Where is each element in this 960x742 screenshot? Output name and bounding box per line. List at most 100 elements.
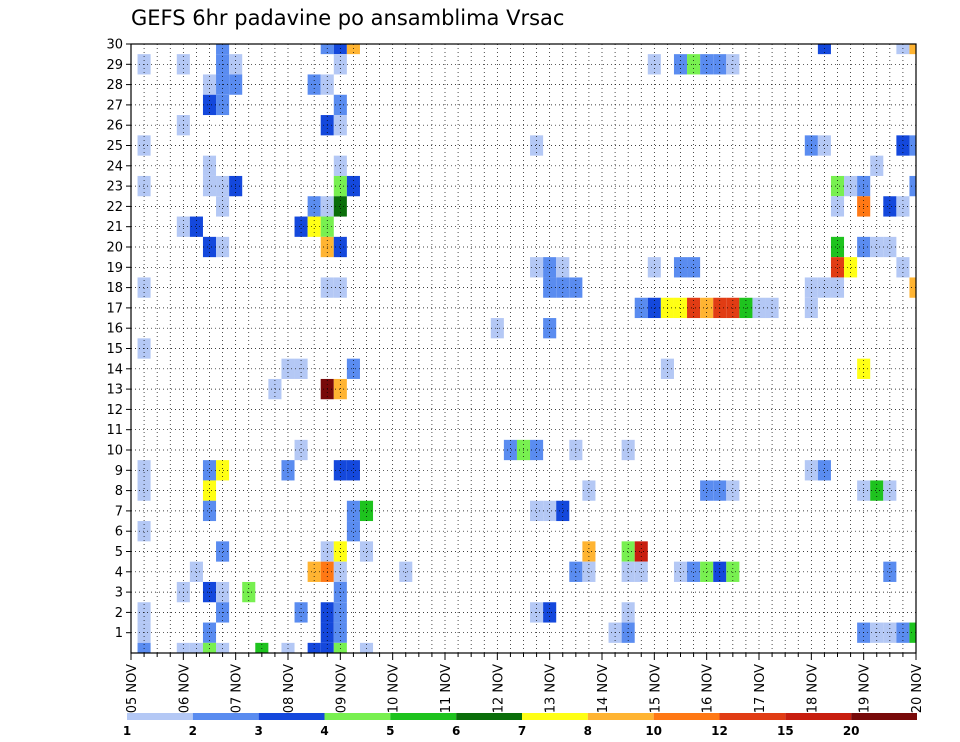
heatmap-cell xyxy=(830,277,845,298)
heatmap-cell xyxy=(137,460,151,481)
colorbar-label: 5 xyxy=(386,724,394,738)
y-tick-label: 26 xyxy=(106,119,123,134)
colorbar-swatch xyxy=(390,713,457,720)
colorbar-swatch xyxy=(851,713,917,720)
heatmap-cell xyxy=(582,480,596,501)
heatmap-cell xyxy=(556,257,570,278)
heatmap-cell xyxy=(346,500,360,522)
heatmap-cell xyxy=(202,460,217,481)
y-tick-label: 28 xyxy=(106,78,123,93)
heatmap-cell xyxy=(530,439,544,461)
y-tick-label: 13 xyxy=(106,383,123,398)
heatmap-cell xyxy=(896,135,910,156)
y-tick-label: 3 xyxy=(115,586,123,601)
y-tick-label: 14 xyxy=(106,362,123,377)
heatmap-cell xyxy=(176,642,190,653)
heatmap-cell xyxy=(700,480,714,501)
heatmap-cell xyxy=(844,257,858,278)
heatmap-cell xyxy=(870,236,884,258)
heatmap-cell xyxy=(687,561,701,582)
heatmap-cell xyxy=(333,460,347,481)
heatmap-cell xyxy=(673,257,688,278)
y-tick-label: 2 xyxy=(115,606,123,621)
y-tick-label: 9 xyxy=(115,464,123,479)
y-tick-label: 27 xyxy=(106,98,123,113)
x-tick-label: 19 NOV xyxy=(858,664,873,713)
heatmap-cell xyxy=(582,541,596,562)
heatmap-cell xyxy=(333,44,347,55)
heatmap-cell xyxy=(621,561,635,582)
heatmap-cell xyxy=(333,642,347,653)
heatmap-cell xyxy=(294,439,308,461)
y-tick-label: 19 xyxy=(106,261,123,276)
colorbar-label: 12 xyxy=(711,724,728,738)
heatmap-cell xyxy=(700,561,714,582)
heatmap-cell xyxy=(673,297,688,319)
heatmap-cell xyxy=(896,44,910,55)
heatmap-cell xyxy=(726,561,740,582)
heatmap-cell xyxy=(726,297,740,319)
heatmap-cell xyxy=(883,480,897,501)
x-tick-label: 18 NOV xyxy=(805,664,820,713)
x-tick-label: 11 NOV xyxy=(439,664,454,713)
heatmap-cell xyxy=(830,175,845,197)
heatmap-cell xyxy=(739,297,753,319)
colorbar-swatch xyxy=(587,713,654,720)
y-tick-label: 22 xyxy=(106,200,123,215)
heatmap-cell xyxy=(909,135,916,156)
heatmap-cell xyxy=(647,297,661,319)
heatmap-cell xyxy=(399,561,413,582)
heatmap-cell xyxy=(909,277,916,298)
y-tick-label: 15 xyxy=(106,342,123,357)
heatmap-cell xyxy=(817,277,831,298)
heatmap-cell xyxy=(202,642,217,653)
heatmap-cell xyxy=(216,460,230,481)
heatmap-cell xyxy=(202,155,217,176)
heatmap-cell xyxy=(137,521,151,542)
heatmap-cell xyxy=(687,257,701,278)
colorbar-swatch xyxy=(785,713,852,720)
colorbar-swatch xyxy=(522,713,588,720)
y-tick-label: 17 xyxy=(106,301,123,316)
x-tick-label: 06 NOV xyxy=(177,664,192,713)
colorbar-label: 3 xyxy=(254,724,262,738)
x-tick-label: 16 NOV xyxy=(701,664,716,713)
y-tick-label: 4 xyxy=(115,565,123,580)
heatmap-cell xyxy=(346,175,360,197)
heatmap-cell xyxy=(189,561,203,582)
x-tick-label: 09 NOV xyxy=(334,664,349,713)
colorbar-swatch xyxy=(258,713,325,720)
y-tick-label: 24 xyxy=(106,159,123,174)
heatmap-cell xyxy=(333,236,347,258)
colorbar-swatch xyxy=(653,713,720,720)
colorbar-label: 10 xyxy=(645,724,662,738)
heatmap-cell xyxy=(883,236,897,258)
heatmap-cell xyxy=(216,541,230,562)
colorbar-label: 7 xyxy=(518,724,526,738)
heatmap-cell xyxy=(333,561,347,582)
y-tick-label: 23 xyxy=(106,180,123,195)
x-tick-label: 14 NOV xyxy=(596,664,611,713)
x-tick-label: 15 NOV xyxy=(648,664,663,713)
heatmap-cell xyxy=(320,642,334,653)
heatmap-cell xyxy=(503,439,517,461)
colorbar-label: 4 xyxy=(320,724,328,738)
x-tick-label: 07 NOV xyxy=(230,664,245,713)
heatmap-cell xyxy=(333,378,347,400)
heatmap-cell xyxy=(634,541,648,562)
heatmap-cell xyxy=(216,175,230,197)
heatmap-cell xyxy=(621,541,635,562)
x-tick-label: 08 NOV xyxy=(282,664,297,713)
colorbar-label: 1 xyxy=(123,724,131,738)
colorbar-label: 8 xyxy=(584,724,592,738)
y-tick-label: 25 xyxy=(106,139,123,154)
heatmap-cell xyxy=(543,500,557,522)
heatmap-cell xyxy=(216,642,230,653)
x-tick-label: 05 NOV xyxy=(125,664,140,713)
heatmap-cell xyxy=(817,135,831,156)
heatmap-cell xyxy=(216,196,230,217)
heatmap-cell xyxy=(333,155,347,176)
chart-title: GEFS 6hr padavine po ansamblima Vrsac xyxy=(131,6,565,30)
heatmap-cell xyxy=(673,561,688,582)
